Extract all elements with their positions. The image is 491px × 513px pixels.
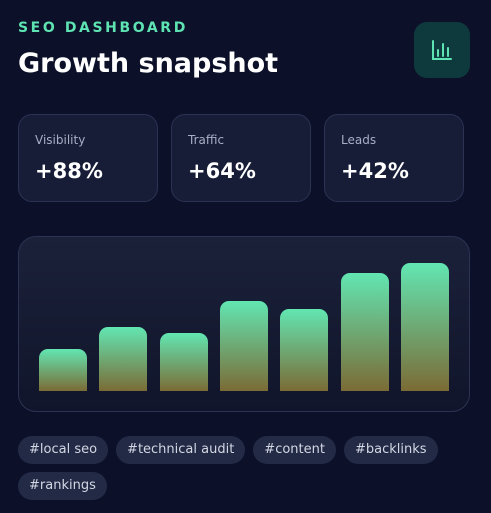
tag[interactable]: #technical audit <box>116 436 246 464</box>
bar <box>401 263 450 391</box>
bar <box>220 301 268 391</box>
tag[interactable]: #rankings <box>18 472 107 500</box>
eyebrow: SEO DASHBOARD <box>18 20 188 36</box>
tag[interactable]: #content <box>253 436 336 464</box>
tags: #local seo #technical audit #content #backl… <box>18 436 470 500</box>
bar <box>280 309 329 391</box>
stat-value: +64% <box>188 159 256 183</box>
stat-card: Traffic +64% <box>171 114 311 202</box>
chart-panel <box>18 236 470 412</box>
stat-card: Leads +42% <box>324 114 464 202</box>
icon-glyph <box>432 40 452 60</box>
stats: Visibility +88% Traffic +64% Leads +42% <box>18 114 464 202</box>
tag[interactable]: #local seo <box>18 436 109 464</box>
stat-value: +42% <box>341 159 409 183</box>
stat-card: Visibility +88% <box>18 114 158 202</box>
stat-label: Visibility <box>35 133 86 147</box>
bar <box>99 327 148 391</box>
tag[interactable]: #backlinks <box>343 436 438 464</box>
stat-label: Traffic <box>188 133 225 147</box>
bar <box>39 349 87 391</box>
stat-value: +88% <box>35 159 103 183</box>
chart-icon[interactable] <box>414 22 470 78</box>
stat-label: Leads <box>341 133 377 147</box>
bar <box>340 273 389 391</box>
bar <box>159 333 208 391</box>
title: Growth snapshot <box>18 48 279 79</box>
